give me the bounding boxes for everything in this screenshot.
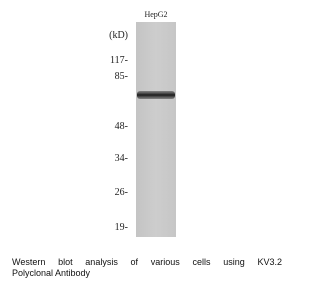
- marker-label: 85-: [115, 71, 128, 82]
- lane: [136, 22, 176, 237]
- caption: Western blot analysis of various cells u…: [12, 257, 282, 279]
- lane-label: HepG2: [144, 10, 167, 19]
- marker-label: 19-: [115, 222, 128, 233]
- blot-figure: HepG2 (kD) 117- 85- 48- 34- 26- 19-: [0, 0, 292, 250]
- band: [137, 91, 175, 99]
- caption-line: Western blot analysis of various cells u…: [12, 257, 282, 268]
- marker-label: 26-: [115, 187, 128, 198]
- marker-label: 48-: [115, 121, 128, 132]
- page: {"blot": {"lane_label": "HepG2", "unit":…: [0, 0, 292, 285]
- marker-label: 117-: [110, 55, 128, 66]
- caption-line: Polyclonal Antibody: [12, 268, 282, 279]
- marker-label: 34-: [115, 153, 128, 164]
- unit-label: (kD): [109, 30, 128, 41]
